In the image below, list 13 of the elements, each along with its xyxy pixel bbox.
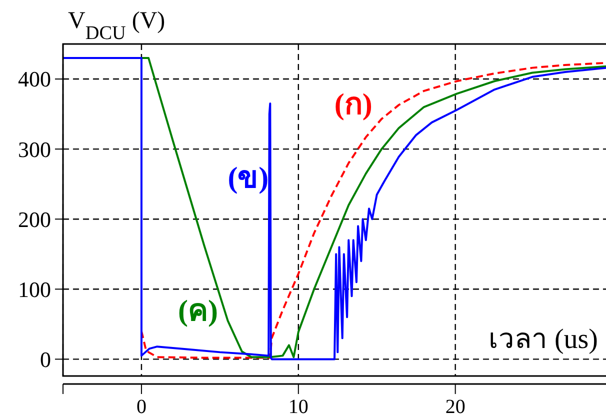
y-axis-title: V$_{DCU}$ (V) xyxy=(68,8,166,44)
series-label: (ข) xyxy=(228,162,269,195)
series-label: (ค) xyxy=(178,294,218,328)
y-tick-label: 200 xyxy=(18,206,51,232)
x-tick-label: 0 xyxy=(136,396,146,418)
y-tick-label: 0 xyxy=(40,346,51,372)
y-tick-label: 300 xyxy=(18,136,51,162)
x-tick-label: 20 xyxy=(445,396,466,418)
x-axis-title: เวลา (us) xyxy=(488,324,598,355)
x-tick-label: 10 xyxy=(288,396,308,418)
y-tick-label: 400 xyxy=(18,66,51,92)
series-label: (ก) xyxy=(334,88,372,122)
y-tick-label: 100 xyxy=(18,276,51,302)
